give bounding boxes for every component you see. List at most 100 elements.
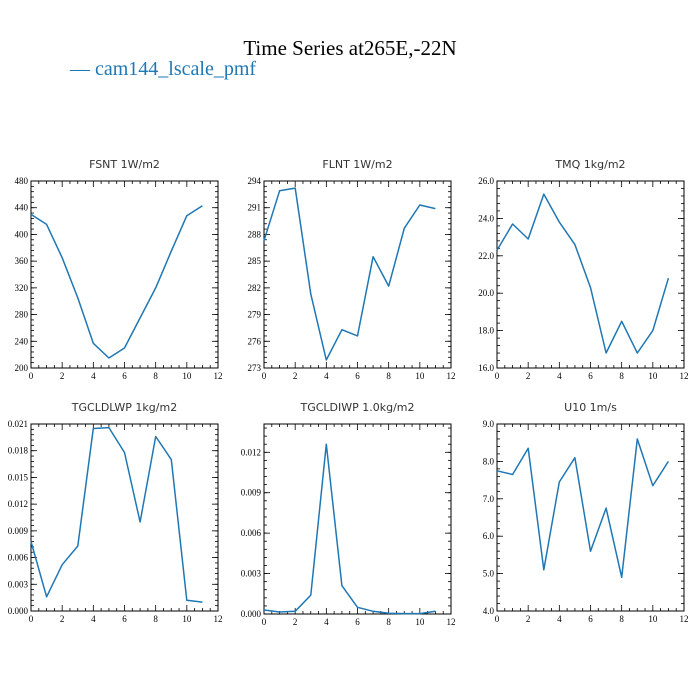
y-tick-label: 16.0 — [478, 363, 494, 373]
panel-title: TGCLDIWP 1.0kg/m2 — [299, 401, 414, 414]
y-tick-label: 4.0 — [483, 606, 495, 616]
series-line — [263, 443, 436, 615]
panel-4: TGCLDLWP 1kg/m2 0 2 4 6 8 10 12 0.000 0.003 0.006 0… — [8, 401, 223, 624]
x-tick-label: 8 — [153, 614, 158, 624]
y-tick-label: 0.012 — [8, 499, 28, 509]
x-tick-label: 8 — [619, 371, 624, 381]
x-tick-label: 10 — [415, 617, 425, 627]
legend-entry: — cam144_lscale_pmf — [70, 58, 257, 80]
y-tick-label: 0.006 — [241, 528, 262, 538]
x-tick-label: 0 — [29, 371, 34, 381]
x-tick-label: 6 — [355, 371, 360, 381]
y-tick-label: 440 — [15, 203, 29, 213]
x-tick-label: 4 — [324, 371, 329, 381]
y-tick-label: 26.0 — [478, 176, 494, 186]
x-tick-label: 12 — [214, 614, 223, 624]
series-line — [30, 205, 203, 359]
y-tick-label: 0.012 — [241, 447, 261, 457]
panel-title: FSNT 1W/m2 — [89, 158, 160, 171]
x-tick-label: 2 — [526, 371, 531, 381]
panel-3: TMQ 1kg/m2 0 2 4 6 8 10 12 16.0 18.0 20.0 22.0 24.0 2… — [478, 158, 688, 381]
x-tick-label: 10 — [182, 614, 192, 624]
plot-frame — [263, 423, 452, 615]
figure-title: Time Series at265E,-22N — [243, 36, 457, 60]
x-tick-label: 6 — [588, 371, 593, 381]
panel-title: FLNT 1W/m2 — [322, 158, 392, 171]
plot-frame — [263, 180, 452, 369]
plot-frame — [496, 423, 685, 612]
plot-frame — [496, 180, 685, 369]
y-tick-label: 0.009 — [8, 526, 29, 536]
y-tick-label: 282 — [248, 283, 262, 293]
y-tick-label: 7.0 — [483, 494, 495, 504]
y-tick-label: 18.0 — [478, 326, 494, 336]
y-tick-label: 279 — [248, 310, 262, 320]
y-tick-label: 8.0 — [483, 456, 495, 466]
x-tick-label: 10 — [648, 371, 658, 381]
y-tick-label: 20.0 — [478, 288, 494, 298]
x-tick-label: 0 — [495, 371, 500, 381]
x-tick-label: 6 — [122, 614, 127, 624]
x-tick-label: 4 — [91, 614, 96, 624]
y-tick-label: 0.015 — [8, 472, 29, 482]
x-tick-label: 8 — [619, 614, 624, 624]
panel-6: U10 1m/s 0 2 4 6 8 10 12 4.0 5.0 6.0 7.0 8.0 9.0 — [483, 401, 689, 624]
panel-title: TMQ 1kg/m2 — [554, 158, 625, 171]
y-tick-label: 285 — [248, 256, 262, 266]
y-tick-label: 400 — [15, 229, 29, 239]
panel-5: TGCLDIWP 1.0kg/m2 0 2 4 6 8 10 12 0.000 0.003 0.00… — [241, 401, 456, 627]
y-tick-label: 0.003 — [241, 569, 262, 579]
x-tick-label: 0 — [262, 617, 267, 627]
panel-title: TGCLDLWP 1kg/m2 — [71, 401, 177, 414]
x-tick-label: 6 — [588, 614, 593, 624]
y-tick-label: 6.0 — [483, 531, 495, 541]
x-tick-label: 2 — [293, 371, 298, 381]
y-tick-label: 240 — [15, 336, 29, 346]
y-tick-label: 9.0 — [483, 419, 495, 429]
x-tick-label: 10 — [182, 371, 192, 381]
y-tick-label: 0.000 — [8, 606, 29, 616]
plot-frame — [30, 180, 219, 369]
x-tick-label: 8 — [386, 371, 391, 381]
y-tick-label: 0.021 — [8, 419, 28, 429]
y-tick-label: 0.009 — [241, 488, 262, 498]
y-tick-label: 0.018 — [8, 446, 29, 456]
y-tick-label: 320 — [15, 283, 29, 293]
y-tick-label: 5.0 — [483, 569, 495, 579]
series-line — [496, 438, 670, 579]
x-tick-label: 0 — [29, 614, 34, 624]
series-line — [30, 426, 203, 603]
series-line — [263, 187, 436, 361]
x-tick-label: 12 — [447, 371, 456, 381]
y-tick-label: 24.0 — [478, 213, 494, 223]
y-tick-label: 360 — [15, 256, 29, 266]
x-tick-label: 12 — [680, 371, 689, 381]
x-tick-label: 0 — [495, 614, 500, 624]
y-tick-label: 0.003 — [8, 579, 29, 589]
x-tick-label: 4 — [557, 371, 562, 381]
y-tick-label: 276 — [248, 336, 262, 346]
y-tick-label: 280 — [15, 310, 29, 320]
x-tick-label: 2 — [60, 371, 65, 381]
x-tick-label: 0 — [262, 371, 267, 381]
y-tick-label: 291 — [248, 203, 262, 213]
y-tick-label: 273 — [248, 363, 262, 373]
x-tick-label: 2 — [60, 614, 65, 624]
x-tick-label: 4 — [324, 617, 329, 627]
y-tick-label: 294 — [248, 176, 262, 186]
y-tick-label: 480 — [15, 176, 29, 186]
x-tick-label: 4 — [557, 614, 562, 624]
panel-1: FSNT 1W/m2 0 2 4 6 8 10 12 200 240 280 320 360 400 440… — [15, 158, 223, 381]
x-tick-label: 10 — [415, 371, 425, 381]
x-tick-label: 8 — [153, 371, 158, 381]
x-tick-label: 12 — [214, 371, 223, 381]
x-tick-label: 2 — [293, 617, 298, 627]
x-tick-label: 6 — [122, 371, 127, 381]
panel-2: FLNT 1W/m2 0 2 4 6 8 10 12 273 276 279 282 285 288 291… — [248, 158, 456, 381]
panel-title: U10 1m/s — [564, 401, 617, 414]
x-tick-label: 10 — [648, 614, 658, 624]
x-tick-label: 6 — [355, 617, 360, 627]
x-tick-label: 4 — [91, 371, 96, 381]
